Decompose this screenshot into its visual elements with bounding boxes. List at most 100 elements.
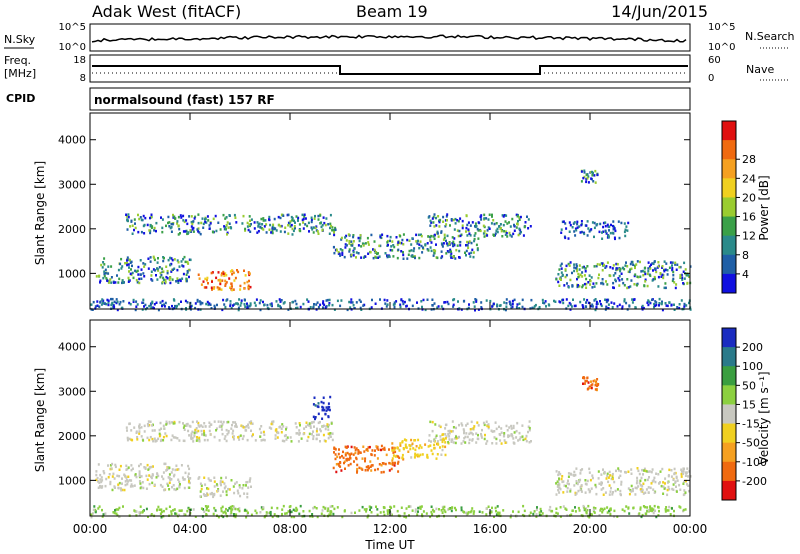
echo-cell bbox=[147, 515, 149, 518]
echo-cell bbox=[352, 250, 355, 254]
echo-cell bbox=[114, 509, 116, 512]
echo-cell bbox=[438, 220, 441, 224]
echo-cell bbox=[166, 277, 169, 280]
echo-cell bbox=[457, 234, 460, 238]
echo-cell bbox=[183, 439, 186, 443]
echo-cell bbox=[454, 257, 457, 260]
echo-cell bbox=[583, 274, 586, 277]
echo-cell bbox=[670, 469, 673, 472]
echo-cell bbox=[126, 436, 129, 440]
echo-cell bbox=[460, 508, 463, 512]
echo-cell bbox=[579, 478, 582, 482]
echo-cell bbox=[510, 235, 513, 238]
echo-cell bbox=[329, 395, 332, 399]
echo-cell bbox=[653, 476, 656, 480]
echo-cell bbox=[407, 450, 410, 453]
echo-cell bbox=[573, 484, 576, 487]
echo-cell bbox=[222, 490, 224, 493]
echo-cell bbox=[176, 277, 179, 280]
echo-cell bbox=[210, 492, 213, 496]
echo-cell bbox=[470, 509, 473, 513]
echo-cell bbox=[164, 281, 167, 284]
echo-cell bbox=[456, 244, 459, 247]
echo-cell bbox=[364, 255, 367, 258]
echo-cell bbox=[441, 255, 444, 258]
echo-cell bbox=[564, 507, 567, 510]
echo-cell bbox=[386, 234, 389, 238]
echo-cell bbox=[440, 509, 443, 512]
echo-cell bbox=[224, 272, 227, 275]
echo-cell bbox=[162, 259, 165, 263]
echo-cell bbox=[138, 472, 141, 476]
echo-cell bbox=[202, 280, 205, 283]
echo-cell bbox=[619, 269, 622, 273]
echo-cell bbox=[270, 304, 273, 307]
echo-cell bbox=[203, 429, 205, 433]
echo-cell bbox=[461, 219, 464, 223]
echo-cell bbox=[210, 479, 212, 482]
echo-cell bbox=[269, 223, 272, 227]
echo-cell bbox=[594, 483, 597, 487]
echo-cell bbox=[198, 231, 201, 234]
echo-cell bbox=[441, 511, 444, 514]
echo-cell bbox=[168, 278, 171, 281]
echo-cell bbox=[662, 485, 665, 488]
echo-cell bbox=[617, 277, 620, 280]
echo-cell bbox=[165, 507, 168, 511]
echo-cell bbox=[575, 265, 578, 268]
echo-cell bbox=[160, 510, 163, 514]
echo-cell bbox=[127, 263, 130, 266]
echo-cell bbox=[579, 488, 582, 492]
echo-cell bbox=[468, 232, 471, 235]
echo-cell bbox=[125, 213, 128, 216]
echo-cell bbox=[687, 475, 689, 478]
echo-cell bbox=[504, 220, 507, 223]
echo-cell bbox=[259, 299, 262, 302]
echo-cell bbox=[360, 245, 363, 248]
echo-cell bbox=[636, 467, 639, 470]
echo-cell bbox=[521, 305, 524, 309]
echo-cell bbox=[317, 405, 320, 409]
echo-cell bbox=[432, 254, 435, 257]
echo-cell bbox=[324, 440, 327, 443]
echo-cell bbox=[279, 230, 282, 233]
echo-cell bbox=[182, 478, 185, 481]
echo-cell bbox=[336, 299, 339, 303]
echo-cell bbox=[298, 512, 301, 516]
y-tick-label: 3000 bbox=[58, 178, 86, 191]
echo-cell bbox=[222, 213, 225, 217]
echo-cell bbox=[603, 263, 605, 267]
echo-cell bbox=[629, 488, 632, 492]
echo-cell bbox=[611, 477, 614, 481]
echo-cell bbox=[422, 246, 424, 249]
echo-cell bbox=[571, 509, 574, 512]
echo-cell bbox=[243, 298, 246, 301]
echo-cell bbox=[279, 425, 282, 428]
echo-cell bbox=[181, 264, 184, 267]
echo-cell bbox=[124, 262, 127, 265]
echo-cell bbox=[389, 248, 392, 252]
echo-cell bbox=[152, 268, 155, 271]
echo-cell bbox=[161, 230, 164, 234]
echo-cell bbox=[566, 486, 569, 490]
echo-cell bbox=[646, 510, 649, 513]
echo-cell bbox=[129, 225, 132, 228]
echo-cell bbox=[417, 510, 419, 513]
echo-cell bbox=[374, 255, 377, 259]
echo-cell bbox=[270, 427, 273, 430]
echo-cell bbox=[107, 464, 109, 467]
echo-cell bbox=[447, 433, 450, 436]
echo-cell bbox=[624, 470, 626, 474]
echo-cell bbox=[457, 300, 459, 303]
echo-cell bbox=[163, 256, 165, 260]
echo-cell bbox=[311, 513, 314, 516]
echo-cell bbox=[239, 288, 242, 291]
echo-cell bbox=[594, 383, 597, 387]
echo-cell bbox=[155, 229, 157, 233]
echo-cell bbox=[354, 448, 357, 452]
echo-cell bbox=[212, 287, 215, 290]
echo-cell bbox=[555, 470, 558, 473]
echo-cell bbox=[262, 300, 264, 304]
echo-cell bbox=[221, 423, 224, 426]
echo-cell bbox=[634, 266, 636, 270]
